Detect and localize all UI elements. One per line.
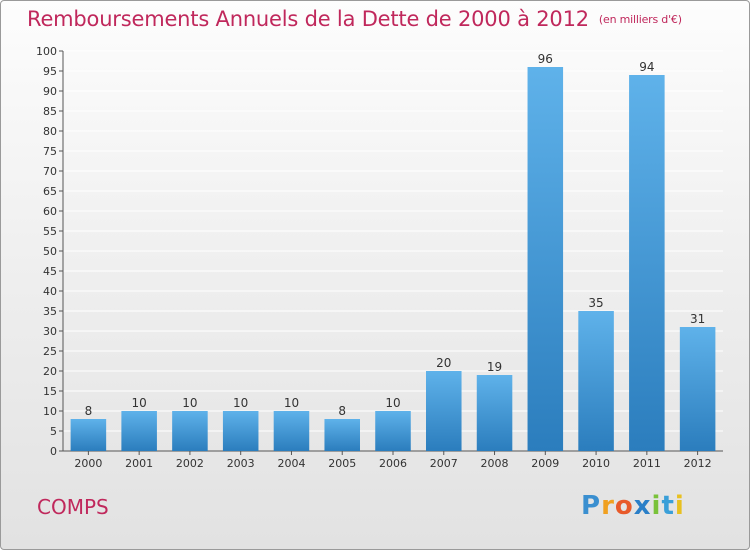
y-tick-label: 0 xyxy=(50,445,57,458)
y-tick-label: 80 xyxy=(43,125,57,138)
y-tick-label: 40 xyxy=(43,285,57,298)
y-tick-label: 50 xyxy=(43,245,57,258)
bar xyxy=(426,371,462,451)
x-tick-label: 2005 xyxy=(328,457,356,470)
x-tick-label: 2000 xyxy=(74,457,102,470)
x-tick-label: 2001 xyxy=(125,457,153,470)
y-tick-label: 10 xyxy=(43,405,57,418)
y-tick-label: 85 xyxy=(43,105,57,118)
y-tick-label: 30 xyxy=(43,325,57,338)
data-label: 96 xyxy=(538,52,553,66)
data-label: 10 xyxy=(132,396,147,410)
x-tick-label: 2009 xyxy=(531,457,559,470)
y-tick-label: 20 xyxy=(43,365,57,378)
bar xyxy=(578,311,614,451)
logo-letter: t xyxy=(661,491,675,521)
data-label: 10 xyxy=(385,396,400,410)
x-tick-label: 2012 xyxy=(684,457,712,470)
y-tick-label: 60 xyxy=(43,205,57,218)
chart-title: Remboursements Annuels de la Dette de 20… xyxy=(27,7,682,31)
bar xyxy=(70,419,107,451)
y-tick-label: 75 xyxy=(43,145,57,158)
x-tick-label: 2002 xyxy=(176,457,204,470)
bar xyxy=(273,411,310,451)
data-label: 10 xyxy=(284,396,299,410)
y-tick-label: 25 xyxy=(43,345,57,358)
data-label: 20 xyxy=(436,356,451,370)
data-label: 31 xyxy=(690,312,705,326)
y-tick-label: 15 xyxy=(43,385,57,398)
logo-letter: i xyxy=(674,491,685,521)
logo-letter: r xyxy=(601,491,615,521)
logo-letter: P xyxy=(581,491,602,521)
bar xyxy=(324,419,360,451)
y-tick-label: 70 xyxy=(43,165,57,178)
proxiti-logo[interactable]: Proxiti xyxy=(581,491,685,521)
data-label: 8 xyxy=(85,404,93,418)
commune-name: COMPS xyxy=(37,495,109,519)
y-tick-label: 100 xyxy=(36,45,57,58)
y-tick-label: 90 xyxy=(43,85,57,98)
y-tick-label: 45 xyxy=(43,265,57,278)
chart-title-text: Remboursements Annuels de la Dette de 20… xyxy=(27,7,589,31)
y-tick-label: 55 xyxy=(43,225,57,238)
x-tick-label: 2007 xyxy=(430,457,458,470)
x-tick-label: 2006 xyxy=(379,457,407,470)
chart-unit: (en milliers d'€) xyxy=(598,13,682,26)
data-label: 10 xyxy=(182,396,197,410)
data-label: 8 xyxy=(338,404,346,418)
bar xyxy=(222,411,259,451)
bar xyxy=(121,411,157,451)
data-label: 35 xyxy=(588,296,603,310)
y-tick-label: 95 xyxy=(43,65,57,78)
y-tick-label: 65 xyxy=(43,185,57,198)
x-tick-label: 2008 xyxy=(481,457,509,470)
bar xyxy=(527,67,564,451)
bar xyxy=(476,375,513,451)
bar xyxy=(172,411,208,451)
data-label: 94 xyxy=(639,60,654,74)
bar xyxy=(375,411,411,451)
y-tick-label: 35 xyxy=(43,305,57,318)
y-tick-label: 5 xyxy=(50,425,57,438)
x-tick-label: 2010 xyxy=(582,457,610,470)
x-tick-label: 2011 xyxy=(633,457,661,470)
data-label: 10 xyxy=(233,396,248,410)
bar xyxy=(629,75,665,451)
x-tick-label: 2004 xyxy=(277,457,305,470)
data-label: 19 xyxy=(487,360,502,374)
logo-letter: o xyxy=(614,491,634,521)
bar xyxy=(679,327,716,451)
x-tick-label: 2003 xyxy=(227,457,255,470)
logo-letter: i xyxy=(651,491,662,521)
logo-letter: x xyxy=(633,491,652,521)
